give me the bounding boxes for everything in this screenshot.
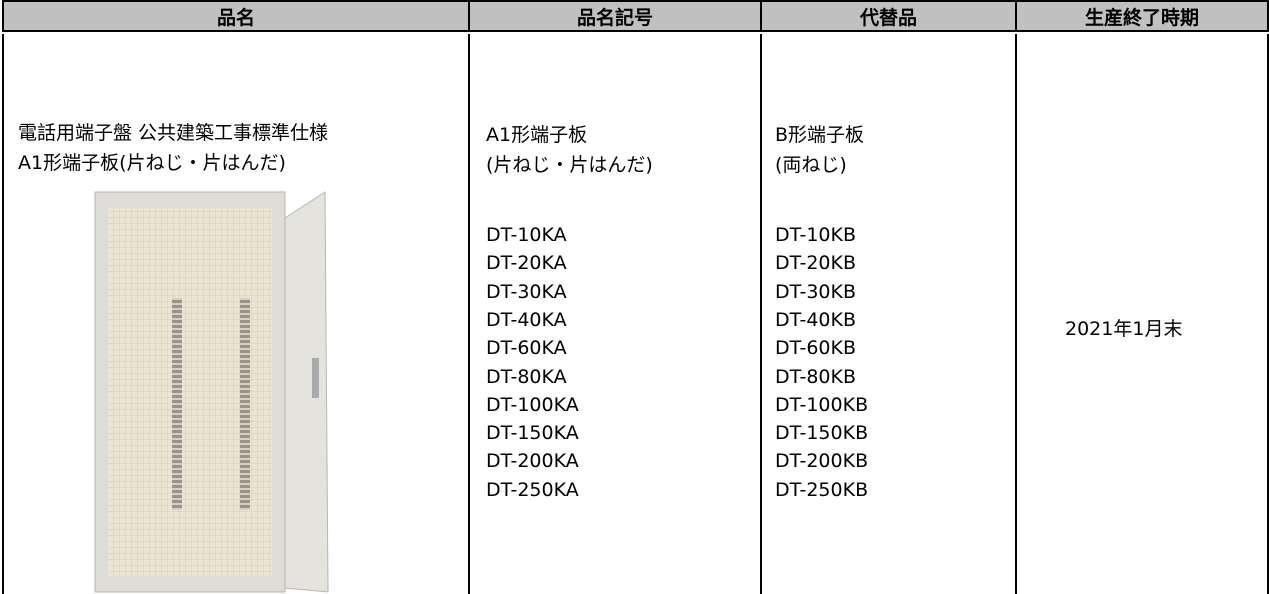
model-code: DT-250KB [775,478,869,501]
model-code: DT-60KB [775,337,857,360]
model-code: DT-60KA [486,337,567,360]
model-code: DT-30KA [486,280,567,303]
model-code: DT-80KB [775,365,857,388]
product-name: A1形端子板(片ねじ・片はんだ) [18,152,286,174]
cell [2,34,470,594]
model-code: DT-20KA [486,252,567,275]
model-code: DT-10KB [775,224,857,246]
product-image [94,191,329,593]
text-line: (片ねじ・片はんだ) [486,154,653,176]
model-code: DT-30KB [775,280,857,303]
text-line: A1形端子板 [486,124,588,146]
cell [1017,34,1269,594]
header-cell: 品名 [2,0,470,32]
model-code: DT-250KA [486,478,579,501]
cell [470,34,762,594]
model-code: DT-150KA [486,422,579,445]
header-cell: 生産終了時期 [1017,0,1269,32]
model-code: DT-100KA [486,393,579,416]
model-code: DT-200KB [775,450,869,473]
model-code: DT-40KB [775,308,857,331]
cell [762,34,1017,594]
model-code: DT-200KA [486,450,579,473]
model-code: DT-20KB [775,252,857,275]
product-name: 電話用端子盤 公共建築工事標準仕様 [18,122,329,144]
model-code: DT-10KA [486,224,567,246]
end-date: 2021年1月末 [1065,318,1183,340]
model-code: DT-150KB [775,422,869,445]
header-cell: 代替品 [762,0,1017,32]
model-code: DT-100KB [775,393,869,416]
text-line: B形端子板 [775,124,865,146]
model-code: DT-40KA [486,308,567,331]
text-line: (両ねじ) [775,154,847,176]
model-code: DT-80KA [486,365,567,388]
header-cell: 品名記号 [470,0,762,32]
